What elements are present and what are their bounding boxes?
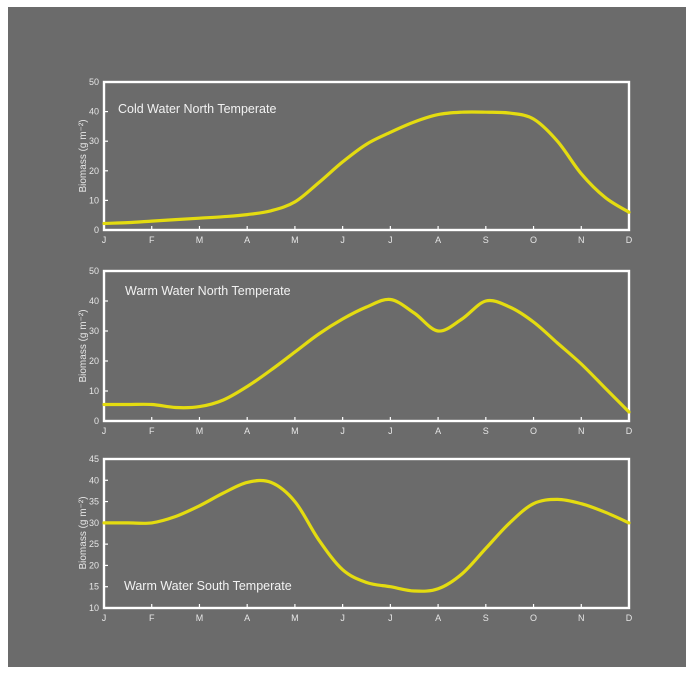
y-tick-label: 30 xyxy=(89,518,99,528)
x-tick-label: O xyxy=(530,613,537,623)
x-tick-label: O xyxy=(530,426,537,436)
x-tick-label: N xyxy=(578,235,585,245)
y-tick-label: 20 xyxy=(89,356,99,366)
y-tick-label: 10 xyxy=(89,195,99,205)
x-tick-label: M xyxy=(291,426,299,436)
y-axis-label: Biomass (g m⁻²) xyxy=(78,119,89,192)
panel-warm-water-south-temperate: Warm Water South Temperate Biomass (g m⁻… xyxy=(78,454,633,623)
series-line-biomass xyxy=(102,297,631,414)
y-axis-label: Biomass (g m⁻²) xyxy=(78,496,89,569)
x-tick-label: A xyxy=(244,426,250,436)
y-axis-label: Biomass (g m⁻²) xyxy=(78,309,89,382)
series-line-biomass xyxy=(102,110,631,226)
panel-frame xyxy=(102,80,631,232)
panel-title: Warm Water South Temperate xyxy=(124,579,292,593)
y-tick-label: 30 xyxy=(89,326,99,336)
panel-title: Warm Water North Temperate xyxy=(125,284,291,298)
x-tick-label: D xyxy=(626,613,633,623)
x-tick-label: J xyxy=(102,235,107,245)
y-tick-label: 40 xyxy=(89,296,99,306)
x-tick-label: F xyxy=(149,235,155,245)
x-tick-label: A xyxy=(435,613,441,623)
y-tick-label: 40 xyxy=(89,107,99,117)
x-tick-label: N xyxy=(578,613,585,623)
y-tick-label: 25 xyxy=(89,539,99,549)
y-tick-label: 0 xyxy=(94,416,99,426)
y-tick-label: 20 xyxy=(89,560,99,570)
tick-group: J F M A M J J A S O N D 10 15 20 25 30 35 40 45 xyxy=(89,454,633,623)
y-tick-label: 15 xyxy=(89,582,99,592)
x-tick-label: F xyxy=(149,426,155,436)
y-tick-label: 40 xyxy=(89,475,99,485)
y-tick-label: 30 xyxy=(89,136,99,146)
x-tick-label: J xyxy=(102,426,107,436)
series-line-biomass xyxy=(102,478,631,593)
tick-group: J F M A M J J A S O N D 0 10 20 30 40 50 xyxy=(89,77,633,245)
x-tick-label: M xyxy=(196,235,204,245)
x-tick-label: J xyxy=(340,613,345,623)
panel-frame xyxy=(102,457,631,610)
x-tick-label: J xyxy=(388,426,393,436)
y-tick-label: 35 xyxy=(89,497,99,507)
x-tick-label: S xyxy=(483,235,489,245)
y-tick-label: 20 xyxy=(89,166,99,176)
x-tick-label: M xyxy=(291,235,299,245)
y-tick-label: 50 xyxy=(89,77,99,87)
y-tick-label: 45 xyxy=(89,454,99,464)
x-tick-label: J xyxy=(102,613,107,623)
x-tick-label: A xyxy=(435,426,441,436)
x-tick-label: A xyxy=(435,235,441,245)
x-tick-label: F xyxy=(149,613,155,623)
panel-warm-water-north-temperate: Warm Water North Temperate Biomass (g m⁻… xyxy=(78,266,633,436)
x-tick-label: O xyxy=(530,235,537,245)
panel-title: Cold Water North Temperate xyxy=(118,102,276,116)
y-tick-label: 10 xyxy=(89,386,99,396)
x-tick-label: J xyxy=(340,235,345,245)
x-tick-label: A xyxy=(244,613,250,623)
x-tick-label: M xyxy=(196,426,204,436)
panel-cold-water-north-temperate: Cold Water North Temperate Biomass (g m⁻… xyxy=(78,77,633,245)
x-tick-label: D xyxy=(626,235,633,245)
x-tick-label: J xyxy=(388,235,393,245)
y-tick-label: 50 xyxy=(89,266,99,276)
x-tick-label: D xyxy=(626,426,633,436)
x-tick-label: S xyxy=(483,426,489,436)
panel-frame xyxy=(102,269,631,423)
figure-background xyxy=(8,7,686,667)
x-tick-label: J xyxy=(340,426,345,436)
tick-group: J F M A M J J A S O N D 0 10 20 30 40 50 xyxy=(89,266,633,436)
y-tick-label: 0 xyxy=(94,225,99,235)
x-tick-label: A xyxy=(244,235,250,245)
x-tick-label: S xyxy=(483,613,489,623)
x-tick-label: J xyxy=(388,613,393,623)
x-tick-label: N xyxy=(578,426,585,436)
x-tick-label: M xyxy=(196,613,204,623)
y-tick-label: 10 xyxy=(89,603,99,613)
x-tick-label: M xyxy=(291,613,299,623)
